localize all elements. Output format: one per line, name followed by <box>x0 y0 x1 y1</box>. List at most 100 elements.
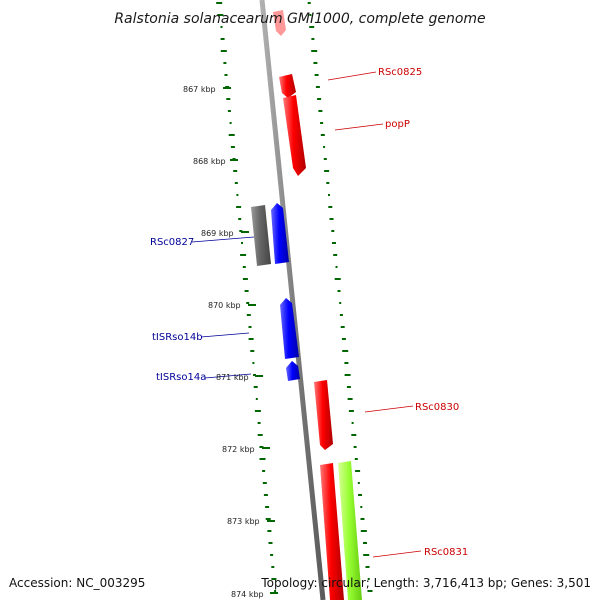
gc-dot-left <box>236 206 242 208</box>
gc-dot-right <box>311 38 315 40</box>
gc-dot-right <box>344 362 349 364</box>
gc-dot-left <box>267 530 272 532</box>
gc-dot-left <box>242 278 248 280</box>
gc-dot-left <box>239 230 243 232</box>
gc-dot-right <box>318 110 323 112</box>
genome-backbone <box>259 0 326 600</box>
gc-dot-right <box>335 266 338 268</box>
gc-dot-right <box>339 302 342 304</box>
gene-label-rsc0825[interactable]: RSc0825 <box>378 67 422 78</box>
gc-dot-left <box>255 398 258 400</box>
gc-dot-right <box>360 518 365 520</box>
gene-rsc0827 <box>251 205 271 266</box>
accession-text: Accession: NC_003295 <box>9 576 145 590</box>
gene-label-rsc0831[interactable]: RSc0831 <box>424 547 468 558</box>
gc-dot-left <box>248 326 252 328</box>
gc-dot-left <box>262 470 266 472</box>
gene-label-rsc0830[interactable]: RSc0830 <box>415 402 459 413</box>
gc-dot-right <box>351 422 354 424</box>
gc-dot-right <box>342 350 349 352</box>
gc-dot-right <box>328 206 333 208</box>
gc-dot-right <box>323 146 326 148</box>
gc-dot-left <box>234 182 238 184</box>
gene-tISRso14a <box>286 361 300 381</box>
gc-dot-right <box>307 2 311 4</box>
gc-dot-left <box>250 350 255 352</box>
gene-label-popP[interactable]: popP <box>385 119 410 130</box>
gene-rsc0830 <box>314 380 333 450</box>
gc-dot-right <box>363 554 370 556</box>
gene-partial-top <box>273 10 286 36</box>
gc-dot-left <box>244 290 249 292</box>
gc-dot-right <box>309 14 312 16</box>
gc-dot-left <box>259 446 264 448</box>
gc-dot-left <box>263 494 268 496</box>
gc-dot-left <box>230 146 235 148</box>
gc-dot-right <box>328 194 330 196</box>
tick-label-871: 871 kbp <box>216 373 249 382</box>
gc-dot-left <box>259 458 266 460</box>
gc-dot-left <box>248 338 254 340</box>
gc-dot-right <box>323 158 327 160</box>
gc-dot-right <box>355 470 361 472</box>
gc-dot-right <box>354 458 358 460</box>
gc-dot-left <box>246 302 250 304</box>
tick-label-867: 867 kbp <box>183 85 216 94</box>
gc-dot-left <box>229 122 232 124</box>
topology-text: Topology: circular; Length: 3,716,413 bp… <box>260 576 591 590</box>
gc-dot-right <box>357 482 360 484</box>
gc-dot-left <box>257 434 263 436</box>
gc-dot-left <box>220 50 227 52</box>
gc-dot-left <box>226 98 231 100</box>
gc-dot-left <box>240 254 247 256</box>
tick-label-868: 868 kbp <box>193 157 226 166</box>
gc-dot-right <box>329 218 334 220</box>
gc-dot-left <box>254 410 261 412</box>
gc-dot-left <box>253 374 256 376</box>
gc-dot-right <box>314 74 319 76</box>
gc-dot-left <box>265 518 271 520</box>
gc-dot-right <box>360 530 367 532</box>
gc-dot-right <box>344 374 351 376</box>
gene-label-rsc0827[interactable]: RSc0827 <box>150 237 194 248</box>
gc-dot-right <box>315 86 320 88</box>
gene-rsc0825 <box>279 74 296 98</box>
gene-rsc0831 <box>320 463 344 600</box>
gc-dot-right <box>334 278 341 280</box>
gc-dot-right <box>367 590 373 592</box>
gc-dot-right <box>313 62 318 64</box>
gc-dot-right <box>347 398 353 400</box>
gc-dot-right <box>365 566 370 568</box>
gene-label-tISRso14a[interactable]: tISRso14a <box>156 372 206 383</box>
gc-dot-left <box>233 170 238 172</box>
gc-dot-right <box>333 254 338 256</box>
gc-dot-right <box>339 314 343 316</box>
gene-popP <box>283 95 306 176</box>
gene-tISRso14b <box>280 298 299 359</box>
gc-dot-right <box>332 242 336 244</box>
gene-label-tISRso14b[interactable]: tISRso14b <box>152 332 203 343</box>
gene-blue-869 <box>271 203 289 264</box>
tick-label-869: 869 kbp <box>201 229 234 238</box>
gc-dot-left <box>217 14 224 16</box>
gc-dot-left <box>236 194 239 196</box>
label-connectors <box>191 71 422 558</box>
gc-dot-right <box>363 542 367 544</box>
gc-dot-right <box>311 50 318 52</box>
gc-dot-left <box>228 134 235 136</box>
gc-dot-right <box>358 494 362 496</box>
gc-dot-left <box>241 242 243 244</box>
gc-dot-left <box>238 218 242 220</box>
feature-green <box>338 461 362 600</box>
gc-dot-right <box>317 98 322 100</box>
gc-dot-left <box>268 542 273 544</box>
gc-dot-left <box>246 314 251 316</box>
gc-dot-left <box>271 566 275 568</box>
gc-dot-right <box>320 134 325 136</box>
gc-dot-left <box>224 74 228 76</box>
gc-dot-left <box>257 422 261 424</box>
gc-dot-right <box>337 290 341 292</box>
gc-dot-left <box>216 2 223 4</box>
